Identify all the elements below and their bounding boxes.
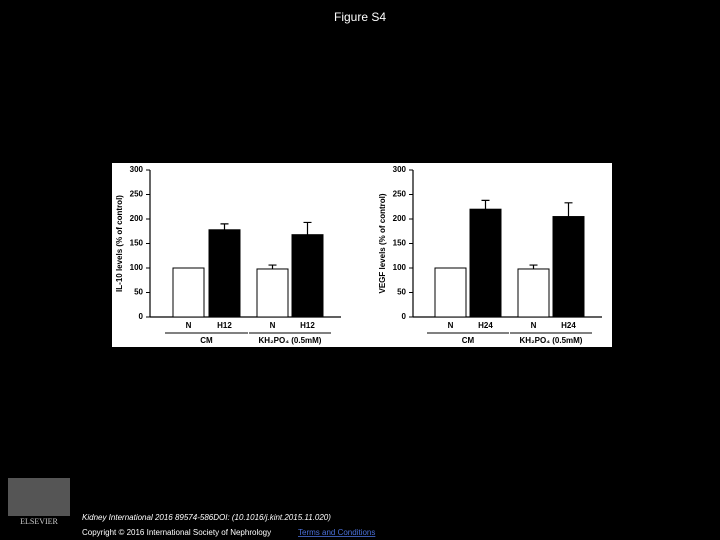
group-label: KH₂PO₄ (0.5mM)	[259, 336, 322, 345]
y-tick-label: 50	[397, 288, 406, 297]
y-tick-label: 200	[130, 214, 144, 223]
figure-panel	[112, 163, 612, 347]
y-axis-label: IL-10 levels (% of control)	[115, 195, 124, 292]
y-tick-label: 100	[130, 263, 144, 272]
error-bar	[220, 223, 229, 230]
y-tick-label: 300	[130, 165, 144, 174]
bar	[552, 216, 585, 318]
y-tick-label: 0	[139, 312, 144, 321]
x-tick-label: N	[448, 321, 454, 330]
group-label: CM	[200, 336, 213, 345]
y-tick-label: 150	[130, 239, 144, 248]
x-tick-label: H24	[561, 321, 576, 330]
y-tick-label: 0	[402, 312, 407, 321]
bar	[469, 208, 502, 318]
bar	[208, 229, 241, 318]
x-tick-label: H24	[478, 321, 493, 330]
group-label: CM	[462, 336, 475, 345]
terms-link[interactable]: Terms and Conditions	[298, 528, 375, 537]
y-tick-label: 250	[130, 190, 144, 199]
x-tick-label: N	[186, 321, 192, 330]
logo-image	[8, 478, 70, 516]
y-axis-label: VEGF levels (% of control)	[378, 193, 387, 293]
error-bar	[268, 264, 277, 269]
bar	[434, 267, 467, 318]
slide-title: Figure S4	[334, 10, 386, 24]
y-tick-label: 100	[393, 263, 407, 272]
bar	[291, 234, 324, 318]
citation: Kidney International 2016 89574-586DOI: …	[82, 513, 331, 522]
y-tick-label: 250	[393, 190, 407, 199]
x-tick-label: H12	[217, 321, 232, 330]
copyright: Copyright © 2016 International Society o…	[82, 528, 271, 537]
error-bar	[481, 199, 490, 210]
y-tick-label: 200	[393, 214, 407, 223]
x-tick-label: N	[270, 321, 276, 330]
x-tick-label: H12	[300, 321, 315, 330]
error-bar	[564, 202, 573, 217]
bar	[517, 268, 550, 318]
y-tick-label: 50	[134, 288, 143, 297]
x-tick-label: N	[531, 321, 537, 330]
error-bar	[529, 264, 538, 269]
bar	[172, 267, 205, 318]
error-bar	[303, 221, 312, 235]
y-tick-label: 150	[393, 239, 407, 248]
bar	[256, 268, 289, 318]
group-label: KH₂PO₄ (0.5mM)	[520, 336, 583, 345]
y-tick-label: 300	[393, 165, 407, 174]
logo-text: ELSEVIER	[20, 517, 58, 526]
